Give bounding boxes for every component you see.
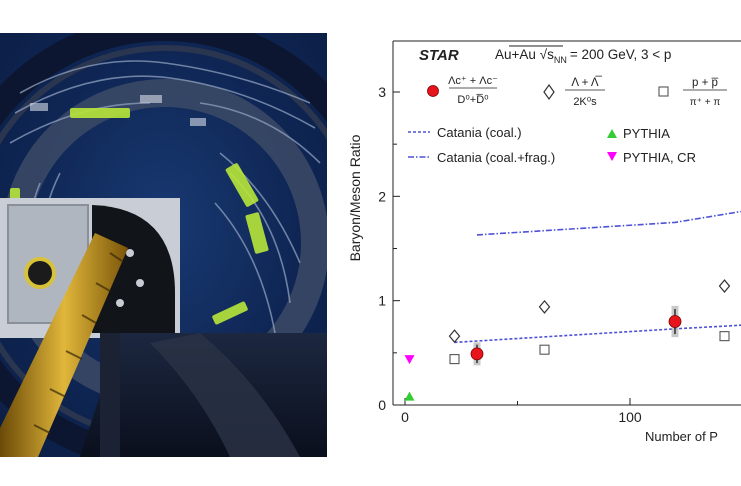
baryon-meson-chart: 010020030123 STAR Au+Au √sNN= 200 GeV, 3… <box>347 40 741 444</box>
legend-proton-numerator: p + p̅ <box>692 77 719 89</box>
legend-lambda-c-denominator: D⁰+D̅⁰ <box>457 94 489 106</box>
pythia-point <box>404 391 415 401</box>
legend-marker-lambda <box>543 83 555 101</box>
proton-point <box>539 344 550 355</box>
curve-catania-coal-frag <box>476 210 741 236</box>
legend-marker-pythia-cr <box>607 152 617 161</box>
legend-marker-proton <box>658 86 669 97</box>
tick-labels: 010020030123 <box>378 84 642 425</box>
y-tick-label: 2 <box>378 188 386 204</box>
energy-value: = 200 GeV, 3 < p <box>570 47 672 62</box>
y-tick-label: 0 <box>378 397 386 413</box>
y-tick-label: 3 <box>378 84 386 100</box>
legend-marker-lambda-c <box>427 85 439 97</box>
legend-proton-denominator: π⁺ + π <box>690 97 721 108</box>
legend-pythia-cr: PYTHIA, CR <box>623 150 696 165</box>
y-axis-label: Baryon/Meson Ratio <box>347 134 363 261</box>
energy-label: Au+Au √sNN = 200 GeV, 3 < p <box>495 47 671 65</box>
model-curves <box>454 210 741 344</box>
legend-marker-pythia <box>607 129 617 138</box>
lambda-point <box>718 279 731 293</box>
detector-photo <box>0 33 327 457</box>
legend-lambda-numerator: Λ + Λ̅ <box>571 77 602 89</box>
proton-point <box>719 331 730 342</box>
x-tick-label: 100 <box>618 409 642 425</box>
data-marks <box>404 279 731 401</box>
lambda-point <box>448 329 461 344</box>
pythia-cr-point <box>404 355 415 365</box>
legend-lambda-denominator: 2K⁰s <box>573 96 597 108</box>
lambda-c-point <box>470 347 484 361</box>
legend-lambda-c-numerator: Λc⁺ + Λc⁻ <box>448 75 498 87</box>
plot-frame <box>392 40 741 406</box>
system-label: Au+Au √s <box>495 47 554 62</box>
lambda-point <box>538 299 551 314</box>
experiment-label: STAR <box>419 47 459 64</box>
legend: Λc⁺ + Λc⁻ D⁰+D̅⁰ Λ + Λ̅ 2K⁰s p + p̅ π⁺ +… <box>408 75 727 165</box>
x-tick-label: 0 <box>401 409 409 425</box>
x-axis-label: Number of P <box>645 429 718 444</box>
lambda-c-point <box>668 315 682 328</box>
y-tick-label: 1 <box>378 293 386 309</box>
axis-ticks <box>393 91 631 406</box>
legend-pythia: PYTHIA <box>623 126 670 141</box>
curve-catania-coal <box>454 324 741 344</box>
energy-subscript: NN <box>554 55 567 65</box>
proton-point <box>449 354 460 365</box>
legend-catania-coal: Catania (coal.) <box>437 125 522 140</box>
legend-catania-coal-frag: Catania (coal.+frag.) <box>437 150 555 165</box>
